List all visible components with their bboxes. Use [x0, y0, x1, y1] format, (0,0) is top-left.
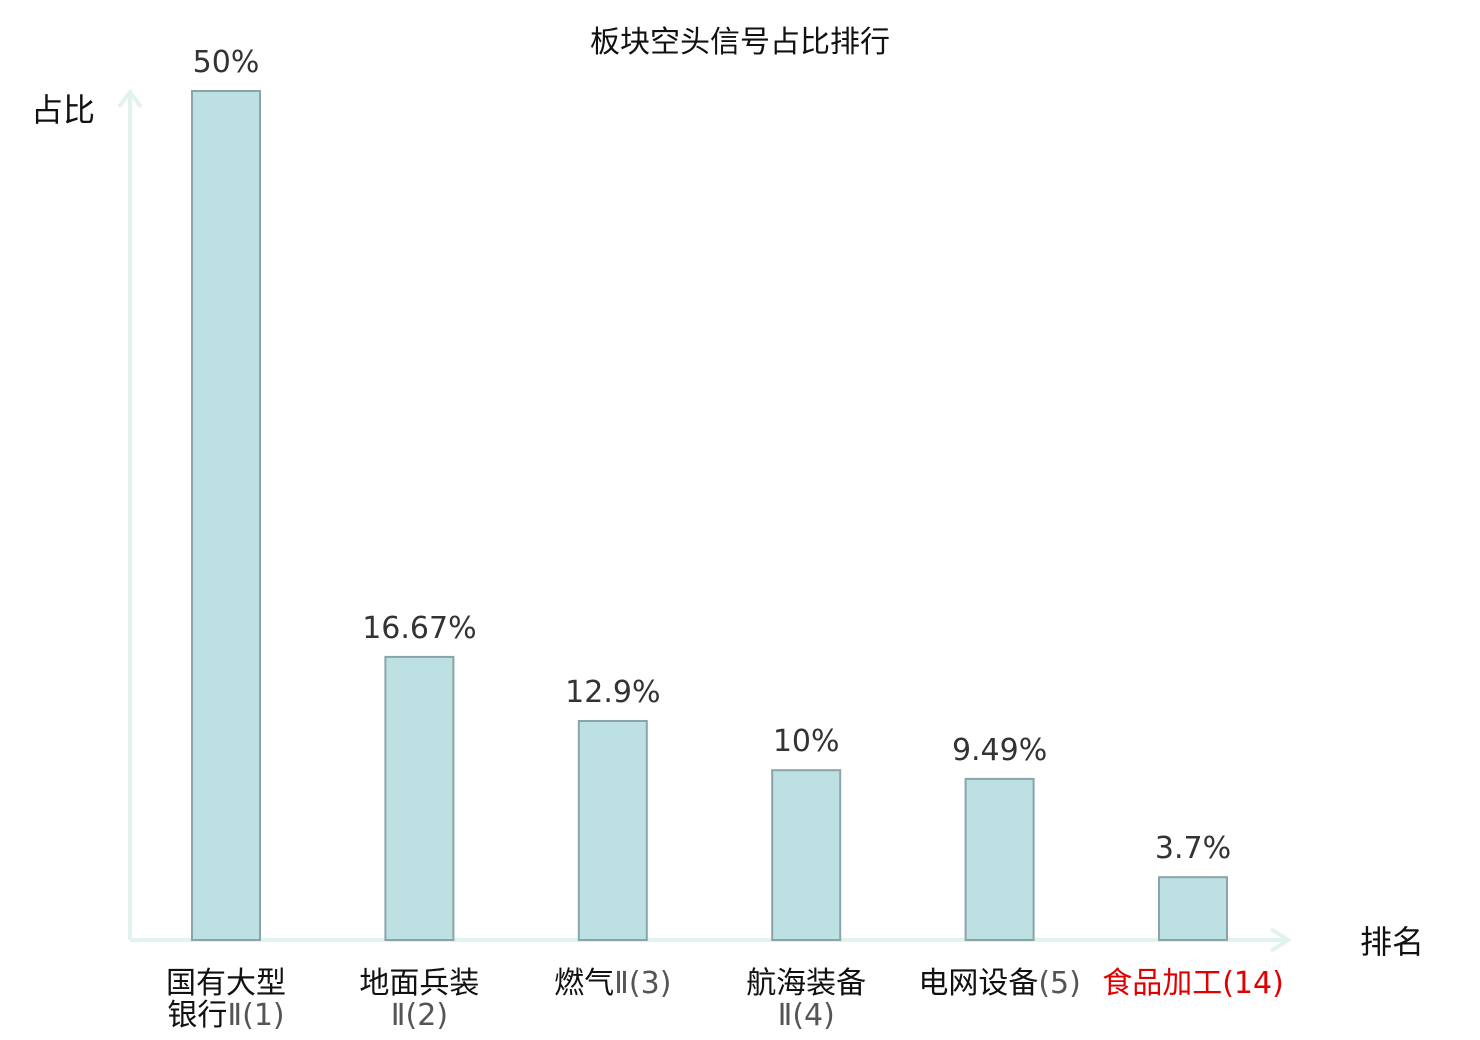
category-rank: (5) — [1038, 966, 1081, 1001]
value-labels: 50% 16.67% 12.9% 10% 9.49% 3.7% — [193, 45, 1231, 866]
x-axis-label: 排名 — [1360, 923, 1424, 961]
category-label-5: 电网设备(5) — [918, 966, 1081, 1001]
value-label-5: 9.49% — [952, 733, 1047, 768]
bar-2 — [384, 655, 455, 942]
y-axis-label: 占比 — [31, 91, 95, 129]
bars — [191, 90, 1228, 942]
category-label-2: 地面兵装 Ⅱ(2) — [359, 966, 479, 1033]
bar-5 — [964, 777, 1035, 942]
category-name: 国有大型 — [166, 966, 286, 1001]
category-rank: Ⅱ(3) — [614, 966, 671, 1001]
category-name: 航海装备 — [746, 966, 866, 1001]
bar-3 — [577, 720, 648, 941]
value-label-1: 50% — [193, 45, 260, 80]
value-label-2: 16.67% — [362, 611, 476, 646]
category-rank: (14) — [1222, 966, 1284, 1001]
category-label-3: 燃气Ⅱ(3) — [554, 966, 671, 1001]
category-name: 电网设备 — [918, 966, 1038, 1001]
chart-title: 板块空头信号占比排行 — [590, 25, 890, 60]
category-rank: Ⅱ(1) — [227, 998, 284, 1033]
category-rank: Ⅱ(2) — [391, 998, 448, 1033]
category-label-6: 食品加工(14) — [1102, 966, 1284, 1001]
category-name: 燃气 — [554, 966, 614, 1001]
category-rank: Ⅱ(4) — [778, 998, 835, 1033]
category-labels: 国有大型银行Ⅱ(1) 地面兵装 Ⅱ(2) 燃气Ⅱ(3) 航海装备 Ⅱ(4) 电网设备(5) 食… — [166, 966, 1284, 1033]
value-label-4: 10% — [773, 724, 840, 759]
category-label-4: 航海装备 Ⅱ(4) — [746, 966, 866, 1033]
bar-6 — [1158, 876, 1228, 942]
value-label-3: 12.9% — [565, 675, 660, 710]
category-name: 地面兵装 — [359, 966, 479, 1001]
x-axis-arrow-icon — [1269, 927, 1292, 953]
category-name: 食品加工 — [1102, 966, 1222, 1001]
bar-1 — [191, 90, 261, 941]
value-label-6: 3.7% — [1155, 831, 1231, 866]
axes — [117, 88, 1292, 953]
bar-4 — [771, 769, 842, 942]
y-axis-arrow-icon — [117, 88, 143, 109]
category-name: 银行 — [167, 998, 227, 1033]
category-label-1: 国有大型银行Ⅱ(1) — [166, 966, 286, 1033]
